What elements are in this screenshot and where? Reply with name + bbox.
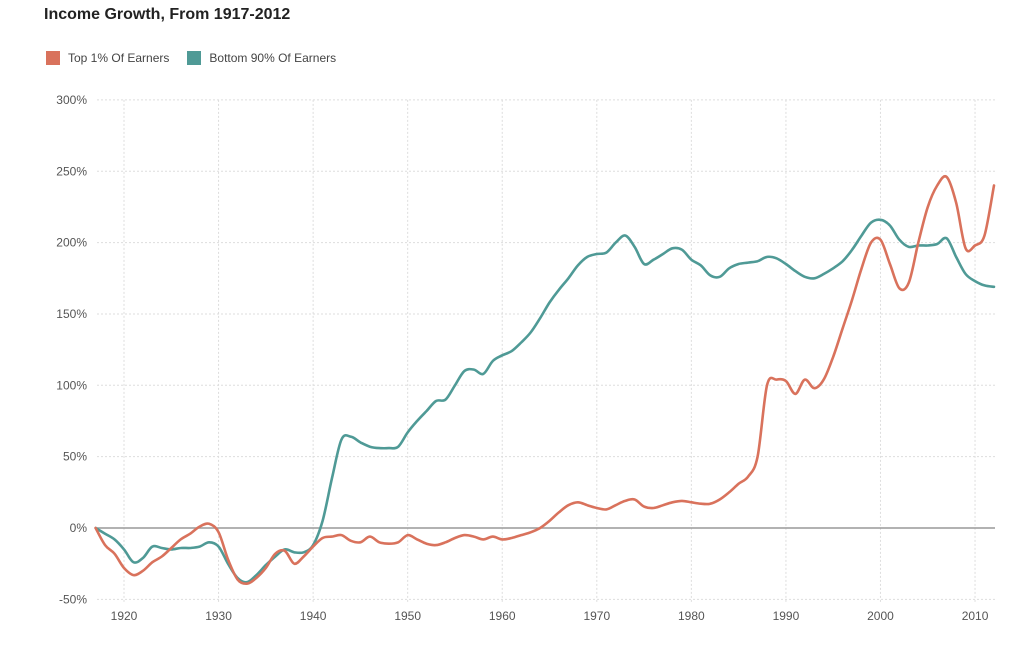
x-tick-label: 1990 — [773, 609, 800, 623]
x-tick-label: 1950 — [394, 609, 421, 623]
x-tick-label: 1960 — [489, 609, 516, 623]
legend-label-top-1: Top 1% Of Earners — [68, 51, 170, 65]
grid-lines — [97, 99, 995, 604]
y-tick-label: 300% — [56, 93, 87, 107]
y-axis: -50% 0% 50% 100% 150% 200% 250% 300% — [56, 93, 87, 606]
x-tick-label: 2000 — [867, 609, 894, 623]
legend-swatch-bottom-90 — [187, 51, 202, 65]
legend: Top 1% Of Earners Bottom 90% Of Earners — [46, 51, 354, 65]
series-lines — [94, 175, 996, 586]
x-tick-label: 1980 — [678, 609, 705, 623]
y-tick-label: 150% — [56, 307, 87, 321]
legend-swatch-top-1 — [46, 51, 60, 65]
x-tick-label: 2010 — [962, 609, 989, 623]
legend-label-bottom-90: Bottom 90% Of Earners — [209, 51, 337, 65]
series-line-top-1 — [94, 175, 996, 586]
legend-item-top-1[interactable]: Top 1% Of Earners — [46, 51, 169, 65]
y-tick-label: 200% — [56, 236, 87, 250]
y-tick-label: -50% — [59, 592, 87, 606]
y-tick-label: 0% — [70, 521, 88, 535]
legend-item-bottom-90[interactable]: Bottom 90% Of Earners — [187, 51, 336, 65]
y-tick-label: 250% — [56, 164, 87, 178]
y-tick-label: 50% — [63, 450, 87, 464]
y-tick-label: 100% — [56, 378, 87, 392]
x-tick-label: 1920 — [111, 609, 138, 623]
x-tick-label: 1930 — [205, 609, 232, 623]
chart-title: Income Growth, From 1917-2012 — [44, 6, 291, 23]
x-axis: 1920 1930 1940 1950 1960 1970 1980 1990 2000 2010 — [111, 609, 989, 623]
x-tick-label: 1970 — [583, 609, 610, 623]
series-line-bottom-90 — [94, 218, 996, 584]
x-tick-label: 1940 — [300, 609, 327, 623]
